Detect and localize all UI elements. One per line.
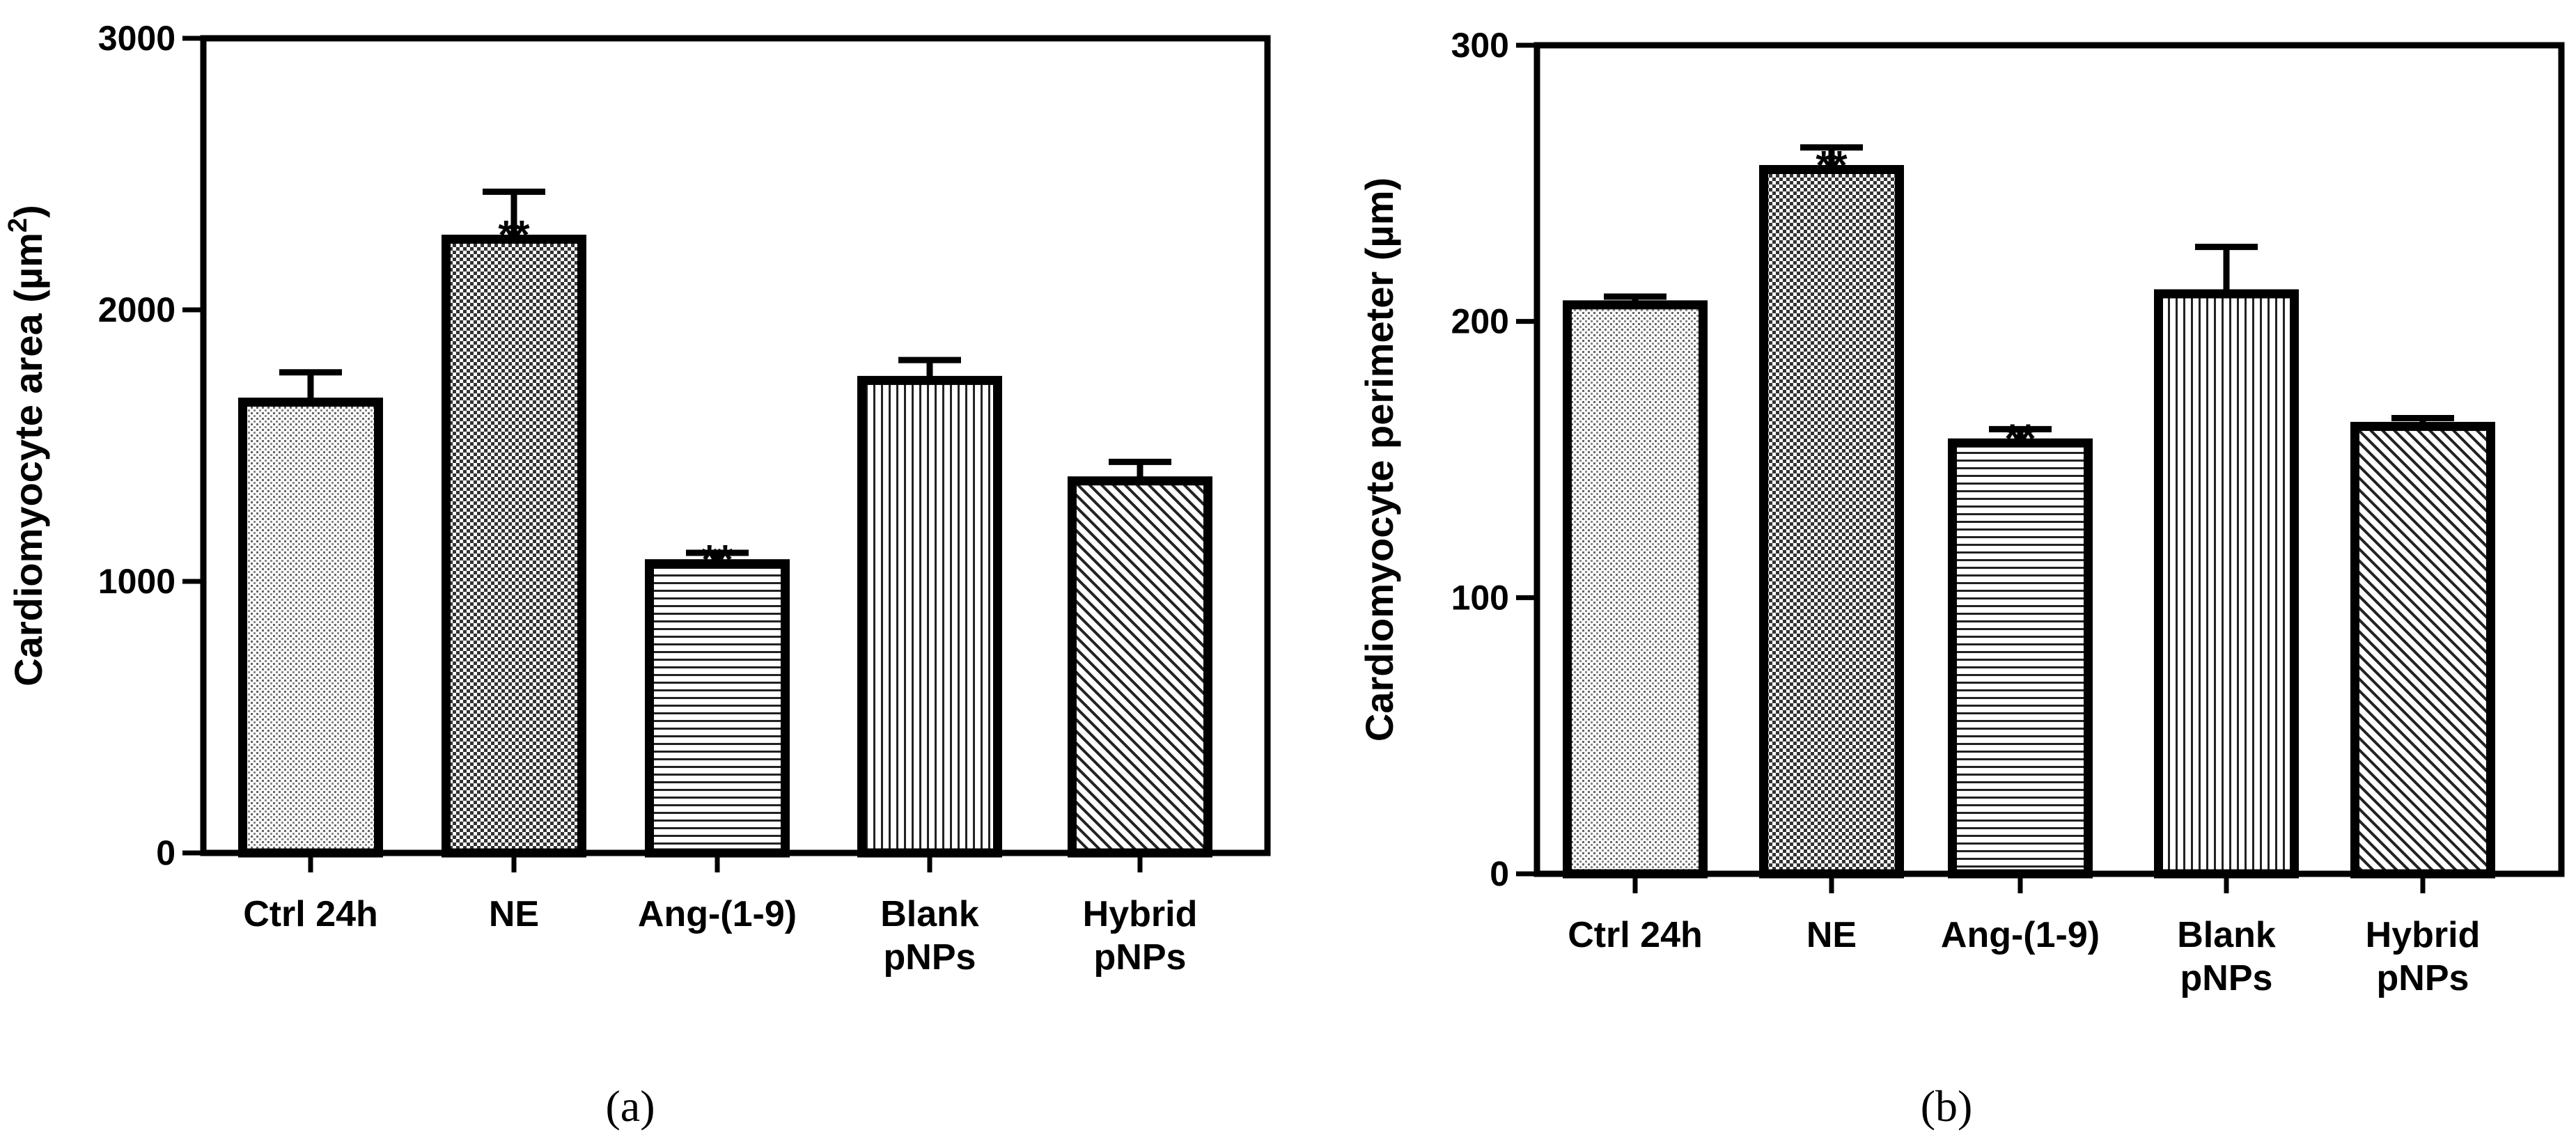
bar-a-3	[645, 559, 790, 858]
bar-a-1	[238, 398, 383, 858]
y-tick-label-b-4: 300	[1451, 26, 1509, 65]
plot-frame-a	[200, 35, 1271, 856]
panel-label-b: (b)	[1921, 1081, 1973, 1131]
category-label-b-5: Hybrid pNPs	[2366, 915, 2481, 998]
chart-panel-a: Ctrl 24h ** NE ** Ang-(1-9) Blank pNPs Hybrid pN…	[3, 19, 1271, 978]
error-bar-b-1	[1604, 293, 1666, 305]
y-axis-title-a: Cardiomyocyte area (µm2)	[3, 205, 50, 686]
category-label-a-1: Ctrl 24h	[243, 894, 378, 934]
error-bar-a-3	[686, 549, 749, 564]
significance-mark-b-3: **	[2004, 416, 2036, 462]
bar-a-2	[442, 235, 586, 858]
category-label-a-2: NE	[489, 894, 539, 934]
error-bar-b-2	[1800, 144, 1863, 170]
bar-a-5	[1068, 476, 1212, 858]
category-label-b-2: NE	[1806, 915, 1857, 955]
y-tick-label-a-1: 0	[156, 833, 175, 872]
y-tick-label-b-1: 0	[1490, 854, 1509, 893]
category-label-b-3: Ang-(1-9)	[1941, 915, 2100, 955]
significance-mark-a-2: **	[498, 213, 530, 258]
bar-b-3	[1948, 438, 2093, 879]
plot-frame-b	[1533, 42, 2565, 877]
error-bar-b-3	[1989, 425, 2052, 444]
error-bar-a-5	[1109, 458, 1171, 481]
y-tick-label-a-2: 1000	[98, 562, 175, 601]
category-label-a-4: Blank pNPs	[880, 894, 979, 978]
significance-mark-a-3: **	[701, 538, 733, 583]
error-bar-a-2	[483, 188, 545, 240]
significance-mark-b-2: **	[1816, 143, 1848, 189]
bar-b-2	[1759, 165, 1904, 879]
category-label-a-5: Hybrid pNPs	[1083, 894, 1198, 978]
bar-a-4	[857, 375, 1002, 858]
category-label-b-1: Ctrl 24h	[1568, 915, 1703, 955]
bar-b-1	[1563, 300, 1708, 879]
y-axis-title-b: Cardiomyocyte perimeter (µm)	[1357, 178, 1401, 742]
error-bar-a-4	[898, 356, 961, 381]
error-bar-b-4	[2195, 244, 2258, 294]
category-label-a-3: Ang-(1-9)	[638, 894, 797, 934]
y-tick-label-a-4: 3000	[98, 19, 175, 58]
category-label-b-4: Blank pNPs	[2177, 915, 2276, 998]
error-bar-a-1	[279, 369, 342, 402]
y-tick-label-b-3: 200	[1451, 302, 1509, 341]
panel-label-a: (a)	[605, 1081, 655, 1131]
bar-b-5	[2350, 421, 2495, 879]
error-bar-b-5	[2391, 415, 2454, 427]
y-tick-label-a-3: 2000	[98, 290, 175, 329]
bar-b-4	[2154, 289, 2299, 879]
y-tick-label-b-2: 100	[1451, 578, 1509, 617]
chart-panel-b: Ctrl 24h ** NE ** Ang-(1-9) Blank pNPs Hybrid pN…	[1357, 26, 2565, 998]
